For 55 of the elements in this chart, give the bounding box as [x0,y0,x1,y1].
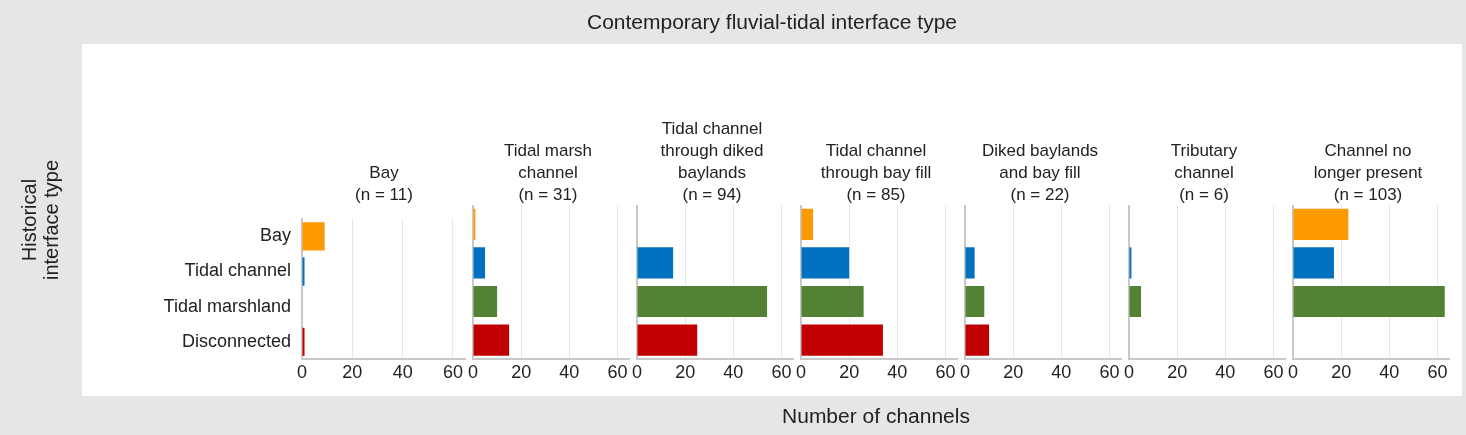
chart-title: Bay (n = 11) [354,162,414,206]
x-tick-label: 20 [1003,362,1024,383]
x-tick-label: 0 [296,362,308,383]
x-tick-label: 20 [1331,362,1352,383]
y-tick-label: Bay [259,225,291,246]
chart-title: Tributary channel (n = 6) [1169,140,1239,206]
bar [637,324,698,356]
y-axis-title: Historical interface type [18,159,63,281]
chart-title: Tidal channel through bay fill (n = 85) [819,140,933,206]
x-tick-label: 60 [1427,362,1448,383]
x-axis-title: Number of channels [781,402,971,429]
x-tick-label: 40 [1051,362,1072,383]
x-tick-label: 40 [392,362,413,383]
bar [801,285,864,318]
x-tick-label: 60 [935,362,956,383]
x-tick-label: 40 [1379,362,1400,383]
bar [1293,208,1349,240]
x-tick-label: 60 [607,362,628,383]
x-tick-label: 60 [442,362,463,383]
chart-title: Channel no longer present (n = 103) [1312,140,1424,206]
x-tick-label: 20 [839,362,860,383]
x-tick-label: 40 [723,362,744,383]
bar [473,285,498,318]
x-tick-label: 0 [960,362,971,383]
y-tick-label: Tidal channel [184,260,291,281]
x-tick-label: 0 [468,362,479,383]
chart-title: Diked baylands and bay fill (n = 22) [980,140,1100,206]
bar [473,324,510,356]
bar [801,208,814,240]
bar [637,247,674,279]
x-tick-label: 0 [1288,362,1299,383]
x-tick-label: 40 [1215,362,1236,383]
text: Contemporary fluvial-tidal interface type [586,9,958,35]
x-tick-label: 20 [1167,362,1188,383]
y-tick-label: Tidal marshland [163,295,291,316]
x-tick-label: 60 [1099,362,1120,383]
x-tick-label: 20 [511,362,532,383]
x-tick-label: 40 [559,362,580,383]
x-tick-label: 60 [771,362,792,383]
chart-title: Tidal channel through diked baylands (n = 94) [659,118,765,206]
bar [801,324,883,356]
x-tick-label: 0 [796,362,807,383]
y-tick-label: Disconnected [181,330,291,351]
x-tick-label: 20 [675,362,696,383]
bar [801,247,850,279]
bar [637,285,768,318]
x-tick-label: 60 [1263,362,1284,383]
x-tick-label: 0 [1124,362,1135,383]
x-tick-label: 40 [887,362,908,383]
x-tick-label: 0 [632,362,643,383]
x-tick-label: 20 [342,362,363,383]
bar [473,247,486,279]
bar [1293,285,1445,318]
chart-title: Tidal marsh channel (n = 31) [502,140,594,206]
bar [1293,247,1334,279]
